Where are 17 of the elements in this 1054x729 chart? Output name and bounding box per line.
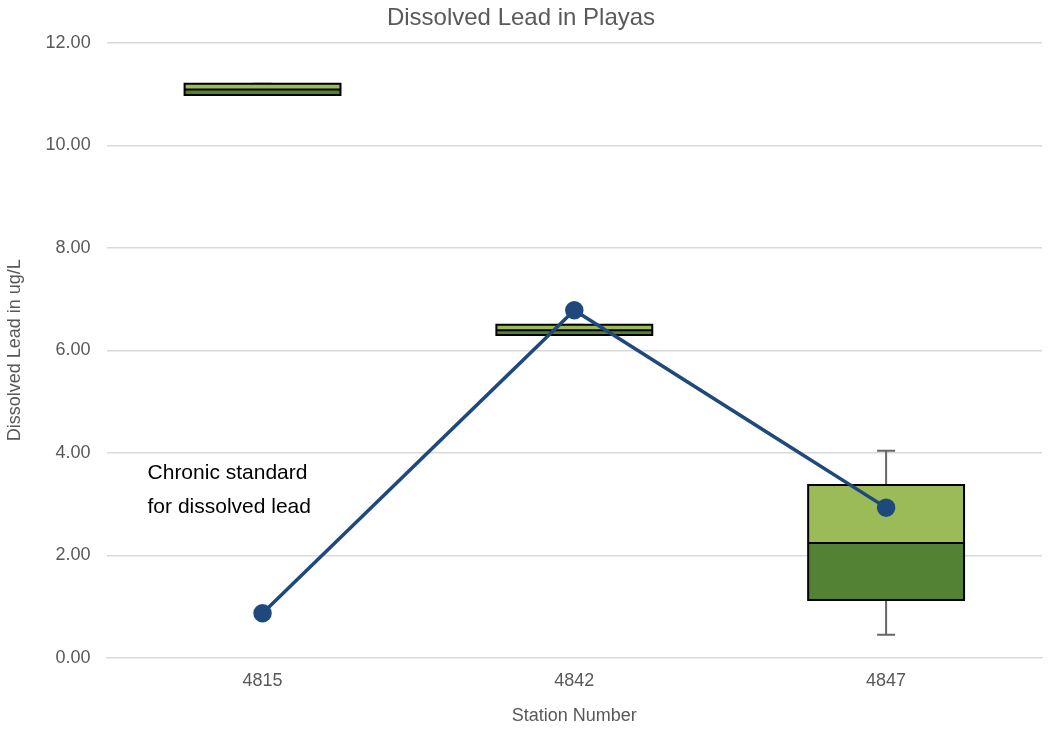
y-tick-label: 0.00 [55, 646, 91, 667]
y-tick-label: 2.00 [55, 544, 91, 565]
point [253, 603, 272, 623]
point [565, 301, 584, 320]
y-tick-label: 6.00 [55, 339, 91, 360]
x-tick-label: 4847 [866, 669, 907, 690]
series-label: Chronic standard for dissolved lead [147, 460, 311, 518]
y-tick-label: 10.00 [45, 134, 91, 155]
y-tick-label: 4.00 [55, 441, 91, 462]
x-axis-title: Station Number [511, 705, 637, 726]
x-tick-label: 4842 [554, 669, 595, 690]
chart-title: Dissolved Lead in Playas [386, 3, 656, 31]
y-tick-label: 8.00 [55, 236, 91, 257]
y-tick-label: 12.00 [45, 31, 91, 52]
x-tick-label: 4815 [242, 669, 283, 690]
point [876, 498, 896, 517]
y-axis-title: Dissolved Lead in ug/L [3, 259, 24, 442]
